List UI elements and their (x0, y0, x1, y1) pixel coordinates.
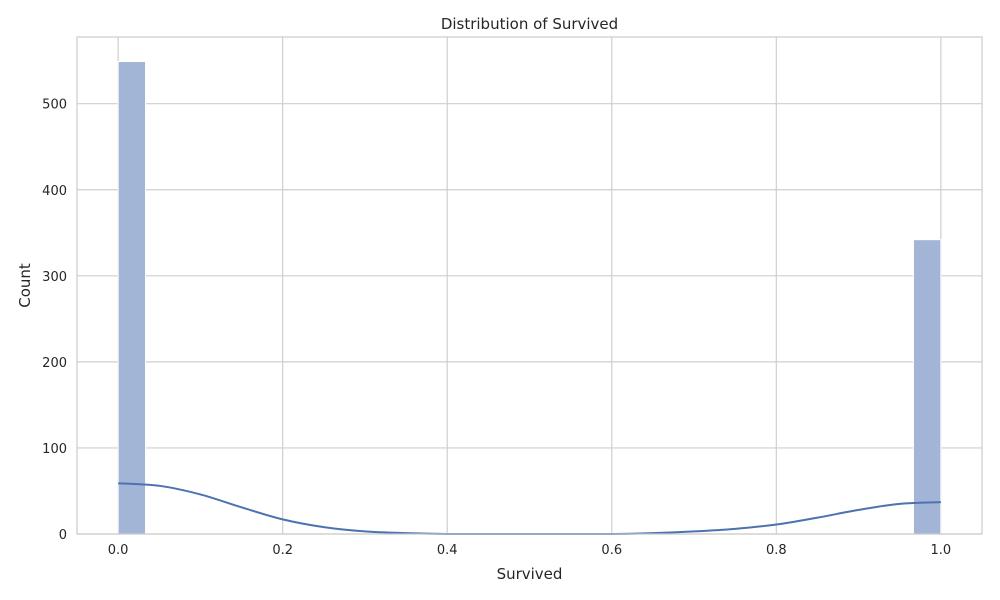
y-tick-label: 400 (42, 184, 67, 199)
x-axis-label: Survived (497, 565, 563, 583)
x-tick-label: 0.8 (766, 543, 787, 558)
x-tick-label: 0.4 (437, 543, 458, 558)
x-tick-label: 0.2 (272, 543, 293, 558)
y-tick-labels: 0 100 200 300 400 500 (42, 98, 67, 543)
plot-frame (76, 36, 983, 535)
x-tick-label: 0.0 (108, 543, 129, 558)
grid-lines (77, 37, 982, 535)
chart-title: Distribution of Survived (441, 15, 618, 33)
y-tick-label: 500 (42, 98, 67, 113)
kde-curve-layer (118, 482, 941, 536)
y-tick-label: 200 (42, 356, 67, 371)
histogram-bars (117, 61, 942, 535)
x-tick-labels: 0.0 0.2 0.4 0.6 0.8 1.0 (108, 543, 951, 558)
y-tick-label: 100 (42, 442, 67, 457)
histogram-bar (912, 239, 942, 535)
x-tick-label: 0.6 (601, 543, 622, 558)
y-axis-label: Count (16, 263, 34, 308)
y-tick-label: 0 (59, 528, 67, 543)
x-tick-label: 1.0 (931, 543, 952, 558)
histogram-bar (117, 61, 147, 535)
y-tick-label: 300 (42, 270, 67, 285)
kde-line (118, 482, 941, 536)
